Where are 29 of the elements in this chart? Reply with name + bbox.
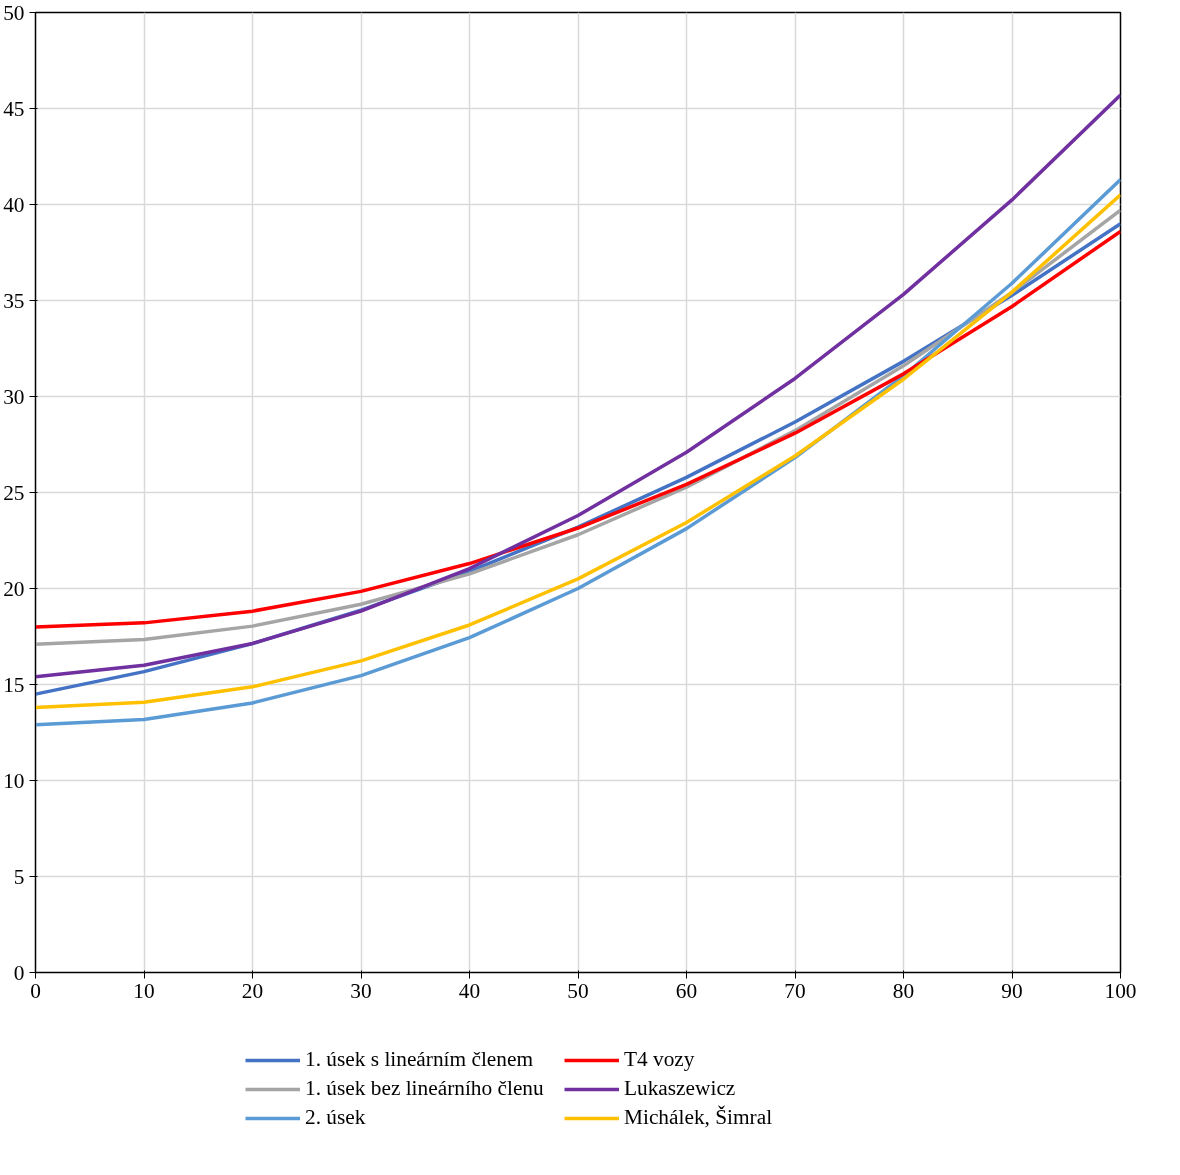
line-series: [35, 93, 1121, 679]
y-tick-label: 40: [3, 192, 25, 217]
x-tick-label: 40: [458, 978, 481, 1003]
y-tick-label: 50: [3, 0, 25, 25]
y-tick-label: 30: [3, 384, 25, 409]
x-tick-label: 70: [784, 978, 806, 1003]
x-tick-label: 30: [350, 978, 372, 1003]
legend-label: 1. úsek s lineárním členem: [305, 1047, 535, 1072]
y-tick-label: 15: [3, 672, 25, 697]
y-tick-label: 35: [3, 288, 25, 313]
legend-label: T4 vozy: [624, 1047, 696, 1072]
legend-label: Lukaszewicz: [624, 1076, 737, 1101]
x-tick-label: 10: [133, 978, 155, 1003]
x-tick-label: 50: [567, 978, 589, 1003]
y-tick-label: 0: [13, 960, 25, 985]
y-tick-label: 25: [3, 480, 25, 505]
x-tick-label: 0: [30, 978, 41, 1003]
legend-label: Michálek, Šimral: [624, 1105, 774, 1130]
y-tick-label: 5: [13, 864, 25, 889]
y-tick-label: 45: [3, 96, 25, 121]
y-tick-label: 20: [3, 576, 25, 601]
x-tick-label: 90: [1001, 978, 1023, 1003]
x-tick-label: 60: [675, 978, 698, 1003]
x-tick-label: 80: [892, 978, 915, 1003]
x-tick-label: 20: [241, 978, 264, 1003]
y-tick-label: 10: [3, 768, 25, 793]
legend-label: 1. úsek bez lineárního členu: [305, 1076, 545, 1101]
legend-label: 2. úsek: [305, 1105, 367, 1130]
x-tick-label: 100: [1104, 978, 1137, 1003]
